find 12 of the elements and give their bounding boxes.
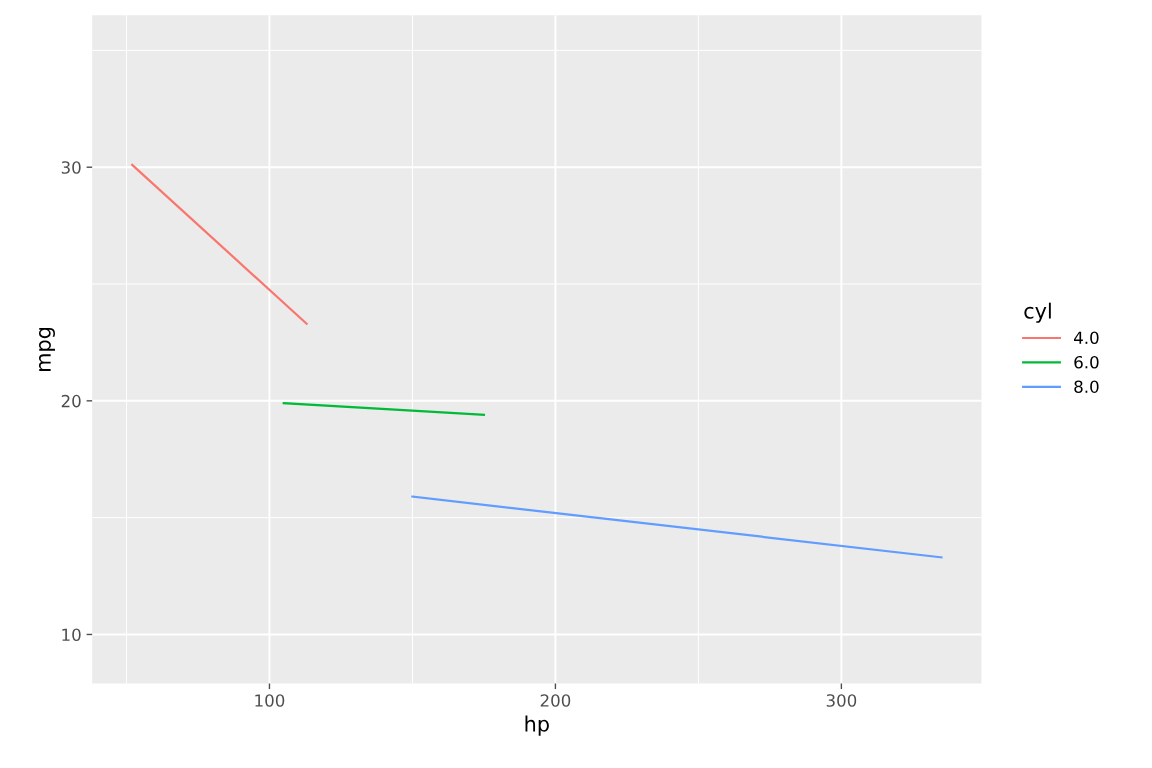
x-axis-title: hp xyxy=(525,715,549,736)
legend-label: 8.0 xyxy=(1074,380,1099,393)
legend-label: 4.0 xyxy=(1074,331,1099,345)
legend-label: 6.0 xyxy=(1074,355,1099,369)
legend-title: cyl xyxy=(1024,302,1051,323)
y-tick-label: 20 xyxy=(61,394,81,408)
y-tick-label: 10 xyxy=(62,628,81,642)
x-tick-label: 100 xyxy=(255,694,285,707)
y-tick-label: 30 xyxy=(61,161,81,174)
x-tick-label: 200 xyxy=(540,694,571,707)
y-axis-title: mpg xyxy=(38,327,55,371)
x-tick-label: 300 xyxy=(826,694,857,707)
